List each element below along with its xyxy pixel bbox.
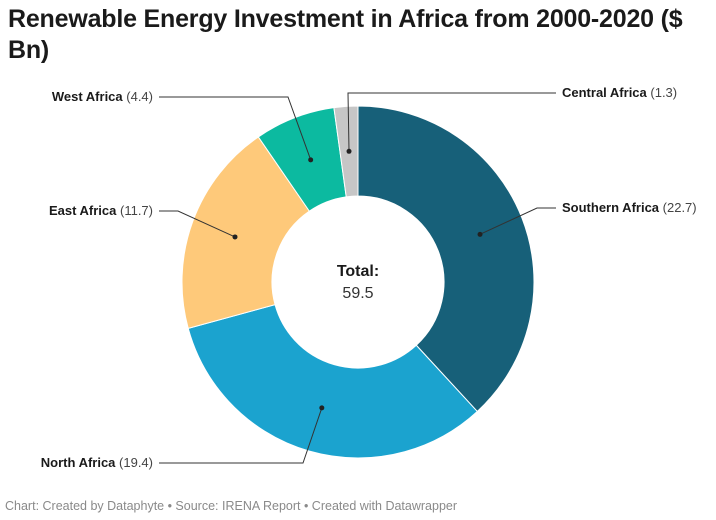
chart-title: Renewable Energy Investment in Africa fr… <box>8 5 683 64</box>
leader-line <box>159 407 323 464</box>
slice-north-africa[interactable] <box>187 304 478 459</box>
slice-label: Southern Africa (22.7) <box>562 200 697 215</box>
slice-label: West Africa (4.4) <box>52 89 153 104</box>
slice-label: North Africa (19.4) <box>41 455 153 470</box>
slice-southern-africa[interactable] <box>357 105 535 413</box>
leader-line <box>347 92 556 152</box>
slice-label: East Africa (11.7) <box>49 203 153 218</box>
slice-label: Central Africa (1.3) <box>562 85 677 100</box>
slice-label-name: Southern Africa <box>562 200 663 215</box>
center-total-value: 59.5 <box>342 285 373 302</box>
slice-label-value: (22.7) <box>663 200 697 215</box>
slice-label-name: East Africa <box>49 203 120 218</box>
leader-dot <box>477 231 483 237</box>
leader-line <box>159 96 312 161</box>
chart-footer: Chart: Created by Dataphyte • Source: IR… <box>5 499 458 513</box>
slice-label-name: North Africa <box>41 455 119 470</box>
slice-label-value: (1.3) <box>650 85 677 100</box>
slice-label-name: Central Africa <box>562 85 650 100</box>
slice-label-value: (11.7) <box>120 203 153 218</box>
slice-east-africa[interactable] <box>181 136 311 329</box>
leader-line <box>479 207 556 235</box>
slice-central-africa[interactable] <box>333 105 359 198</box>
leader-line <box>159 210 236 238</box>
leader-dot <box>319 405 325 411</box>
leader-dot <box>308 157 314 163</box>
slice-label-name: West Africa <box>52 89 126 104</box>
leader-dot <box>232 234 238 240</box>
slice-label-value: (19.4) <box>119 455 153 470</box>
center-total-label: Total: <box>337 263 379 280</box>
slice-label-value: (4.4) <box>126 89 153 104</box>
leader-dot <box>346 148 352 154</box>
